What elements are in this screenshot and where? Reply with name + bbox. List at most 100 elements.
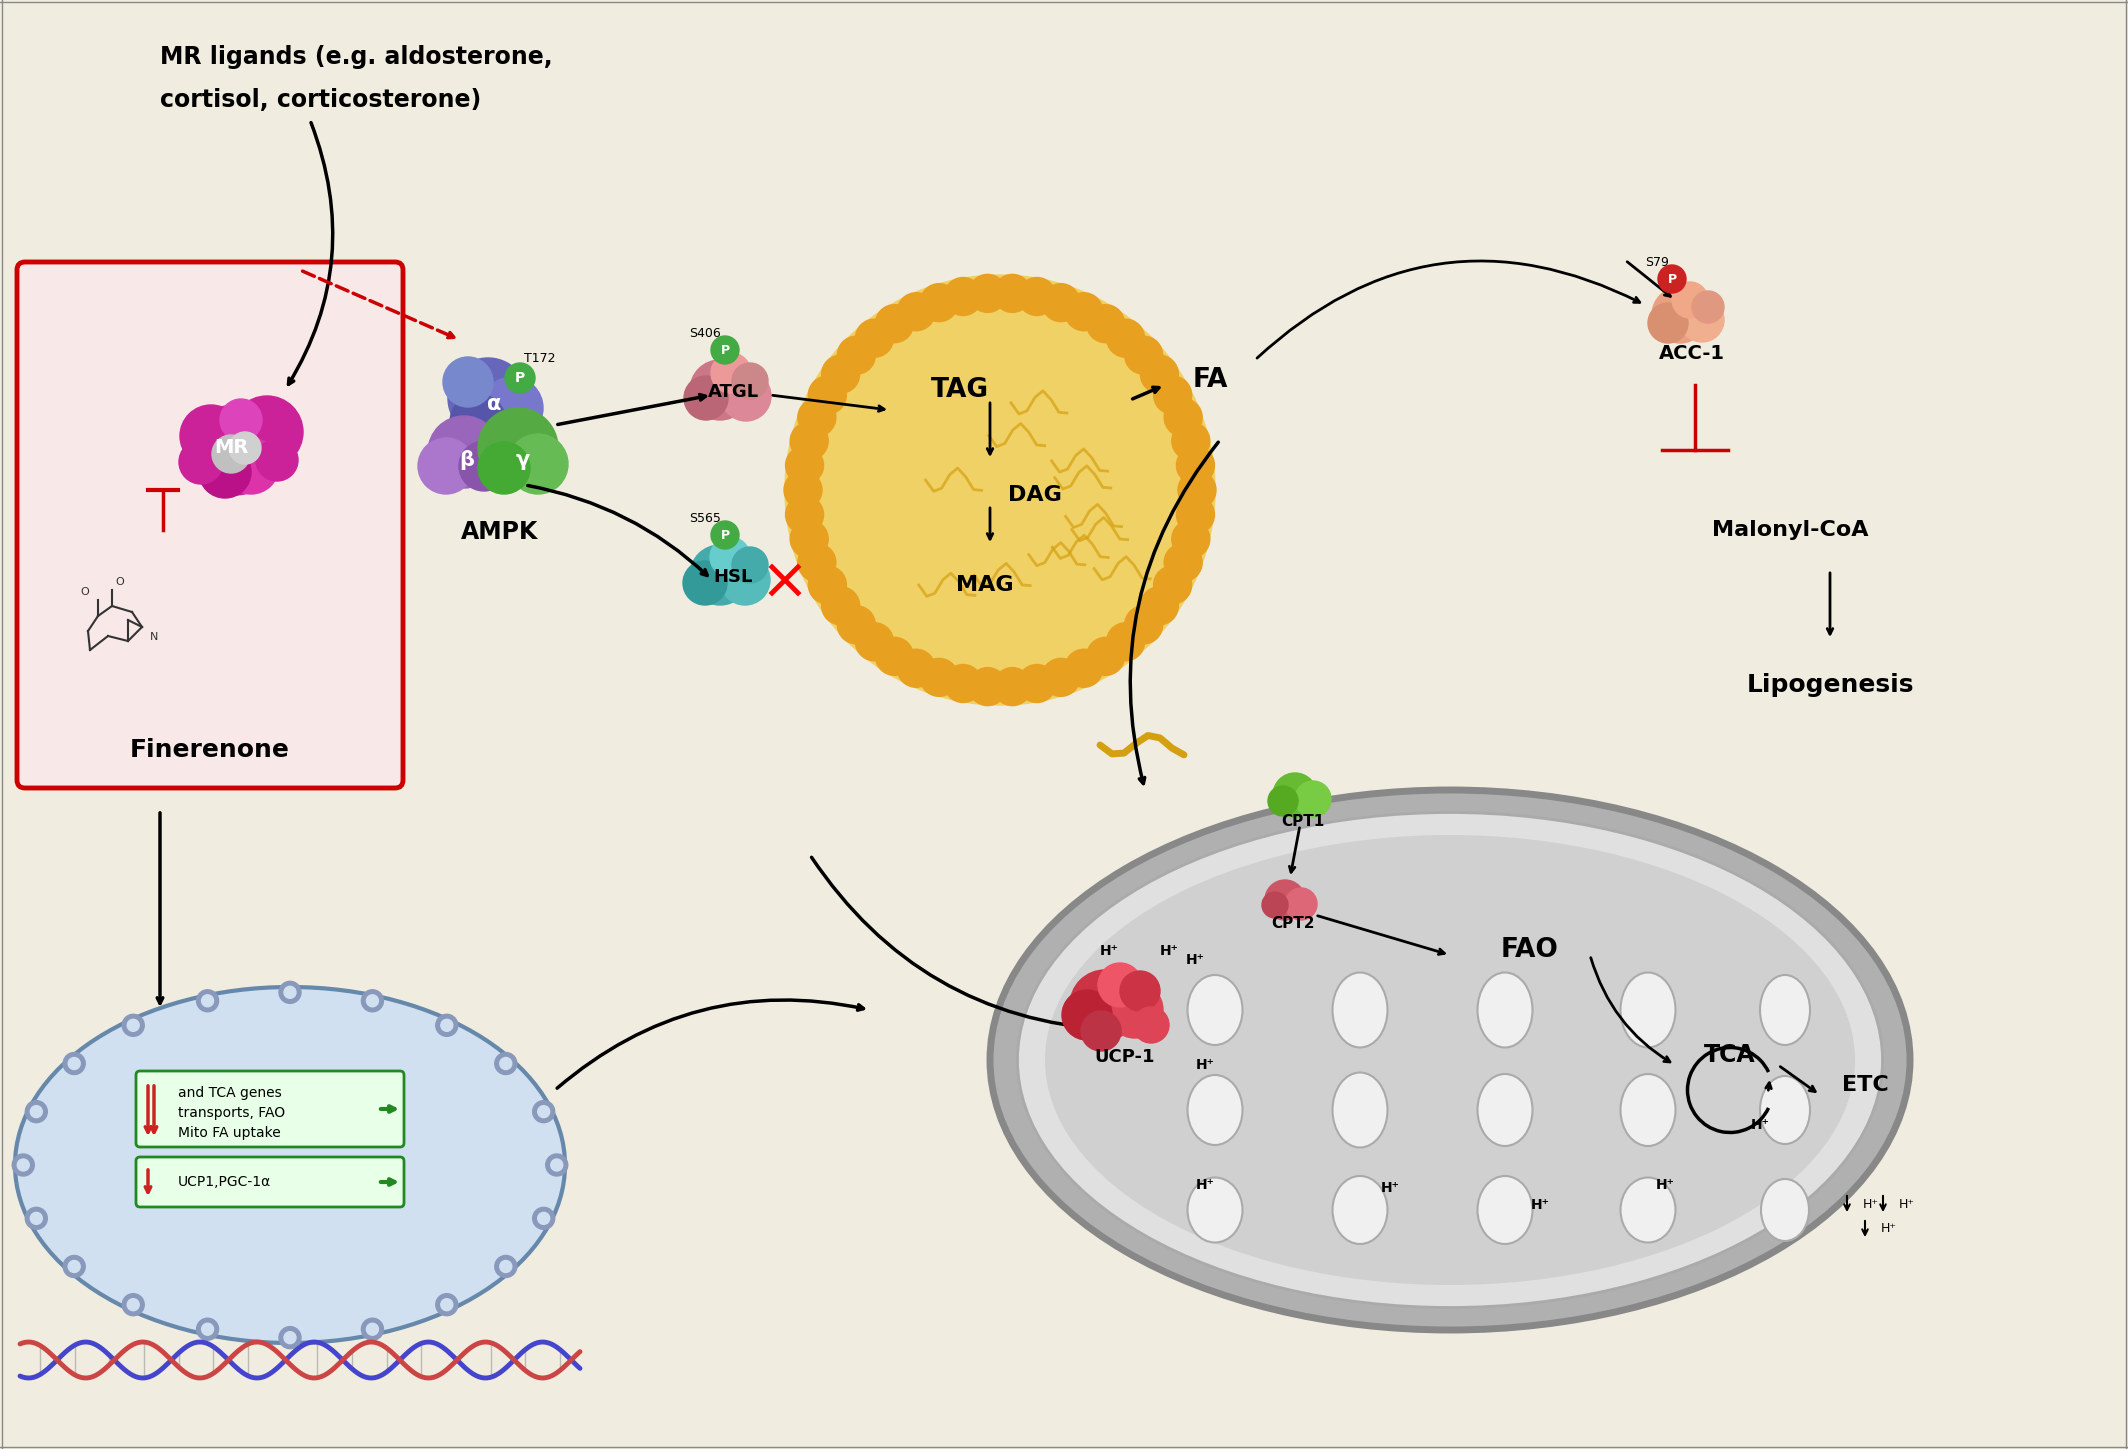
Text: β: β (460, 451, 475, 469)
Circle shape (223, 438, 279, 494)
Circle shape (479, 409, 558, 488)
Circle shape (945, 665, 983, 703)
FancyBboxPatch shape (136, 1156, 404, 1207)
Circle shape (821, 355, 860, 393)
Circle shape (230, 432, 262, 464)
Circle shape (809, 567, 847, 604)
Circle shape (200, 446, 251, 498)
Circle shape (196, 990, 219, 1011)
Text: cortisol, corticosterone): cortisol, corticosterone) (160, 88, 481, 112)
Circle shape (196, 1319, 219, 1340)
Circle shape (1153, 567, 1192, 604)
Circle shape (732, 364, 768, 398)
Ellipse shape (1332, 1072, 1387, 1148)
Circle shape (68, 1261, 81, 1272)
Text: S565: S565 (689, 511, 721, 525)
Circle shape (538, 1106, 549, 1117)
Circle shape (121, 1294, 145, 1316)
Circle shape (440, 1019, 453, 1032)
Circle shape (213, 435, 249, 472)
Circle shape (1087, 638, 1124, 675)
Circle shape (1692, 291, 1724, 323)
Circle shape (898, 649, 934, 687)
Text: H⁺: H⁺ (1160, 943, 1179, 958)
Circle shape (919, 284, 958, 322)
Circle shape (821, 587, 860, 625)
Circle shape (875, 304, 913, 342)
Circle shape (719, 555, 770, 606)
Circle shape (1087, 304, 1124, 342)
Circle shape (1062, 990, 1113, 1040)
Circle shape (189, 406, 281, 496)
Circle shape (711, 354, 751, 393)
Circle shape (121, 1014, 145, 1036)
Text: H⁺: H⁺ (1196, 1178, 1215, 1193)
Circle shape (532, 1207, 555, 1229)
Ellipse shape (1332, 1177, 1387, 1245)
Text: α: α (487, 394, 502, 414)
Circle shape (428, 416, 500, 488)
FancyBboxPatch shape (17, 262, 402, 788)
Text: N: N (149, 632, 157, 642)
Text: H⁺: H⁺ (1881, 1223, 1896, 1236)
Circle shape (1647, 303, 1688, 343)
Text: P: P (721, 343, 730, 356)
Circle shape (255, 439, 298, 481)
Circle shape (1179, 471, 1215, 509)
Circle shape (1679, 298, 1724, 342)
Circle shape (30, 1213, 43, 1224)
Circle shape (711, 336, 738, 364)
Text: Malonyl-CoA: Malonyl-CoA (1711, 520, 1868, 540)
Circle shape (1173, 520, 1211, 558)
Circle shape (855, 623, 894, 661)
Circle shape (449, 358, 528, 438)
Circle shape (1673, 283, 1709, 317)
Text: FAO: FAO (1500, 938, 1560, 964)
Ellipse shape (990, 790, 1911, 1330)
Circle shape (1141, 355, 1179, 393)
Text: and TCA genes: and TCA genes (179, 1085, 281, 1100)
Circle shape (1262, 893, 1287, 919)
Text: Lipogenesis: Lipogenesis (1747, 672, 1913, 697)
Circle shape (783, 471, 821, 509)
Circle shape (789, 422, 828, 459)
FancyBboxPatch shape (136, 1071, 404, 1148)
Circle shape (1164, 543, 1202, 581)
Circle shape (1017, 278, 1055, 316)
Text: TCA: TCA (1705, 1043, 1756, 1066)
Circle shape (1173, 422, 1211, 459)
Ellipse shape (1477, 1074, 1532, 1146)
Circle shape (481, 377, 543, 439)
Ellipse shape (1477, 972, 1532, 1048)
Circle shape (1064, 649, 1102, 687)
Circle shape (500, 1058, 513, 1069)
Circle shape (64, 1255, 85, 1278)
Ellipse shape (1045, 835, 1856, 1285)
Circle shape (504, 364, 534, 393)
Ellipse shape (1622, 972, 1675, 1048)
Circle shape (683, 561, 728, 606)
Text: ACC-1: ACC-1 (1660, 343, 1726, 362)
Circle shape (366, 995, 379, 1007)
Text: MR ligands (e.g. aldosterone,: MR ligands (e.g. aldosterone, (160, 45, 553, 70)
Ellipse shape (1332, 972, 1387, 1048)
Circle shape (366, 1323, 379, 1335)
Ellipse shape (1187, 1178, 1243, 1242)
Circle shape (1107, 982, 1164, 1037)
Circle shape (1107, 623, 1145, 661)
Circle shape (181, 406, 243, 467)
Text: H⁺: H⁺ (1100, 943, 1119, 958)
Circle shape (496, 1255, 517, 1278)
Circle shape (13, 1153, 34, 1177)
Text: ATGL: ATGL (706, 383, 758, 401)
Circle shape (919, 658, 958, 697)
Circle shape (545, 1153, 568, 1177)
Text: Mito FA uptake: Mito FA uptake (179, 1126, 281, 1140)
Circle shape (30, 1106, 43, 1117)
Circle shape (128, 1019, 138, 1032)
Text: O: O (115, 577, 123, 587)
Text: P: P (1668, 272, 1677, 285)
Circle shape (179, 440, 223, 484)
Circle shape (1107, 319, 1145, 358)
Circle shape (1043, 658, 1079, 697)
